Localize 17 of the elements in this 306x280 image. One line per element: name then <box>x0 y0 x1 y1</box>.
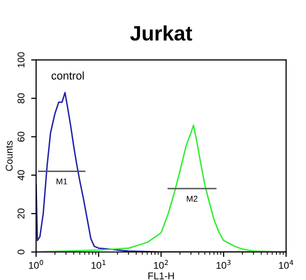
x-tick-label: 10$^{1}$ <box>92 260 106 269</box>
x-tick-label: 10$^{4}$ <box>279 260 294 269</box>
x-tick-label: 10$^{3}$ <box>216 260 231 269</box>
x-tick-label: 10$^{0}$ <box>29 260 44 269</box>
x-axis-title: FL1-H <box>148 272 174 280</box>
y-tick-label: 40 <box>18 170 24 180</box>
annotation: M1 <box>56 178 68 184</box>
annotation: M2 <box>186 196 198 202</box>
annotation: control <box>52 71 84 80</box>
y-tick-label: 20 <box>18 208 24 218</box>
y-tick-label: 80 <box>18 93 24 104</box>
y-tick-label: 0 <box>18 250 24 254</box>
y-tick-label: 100 <box>18 52 24 68</box>
y-tick-label: 60 <box>18 132 24 142</box>
y-axis-title: Counts <box>6 140 13 171</box>
x-tick-label: 10$^{2}$ <box>154 260 168 269</box>
chart-title: Jurkat <box>130 25 192 41</box>
